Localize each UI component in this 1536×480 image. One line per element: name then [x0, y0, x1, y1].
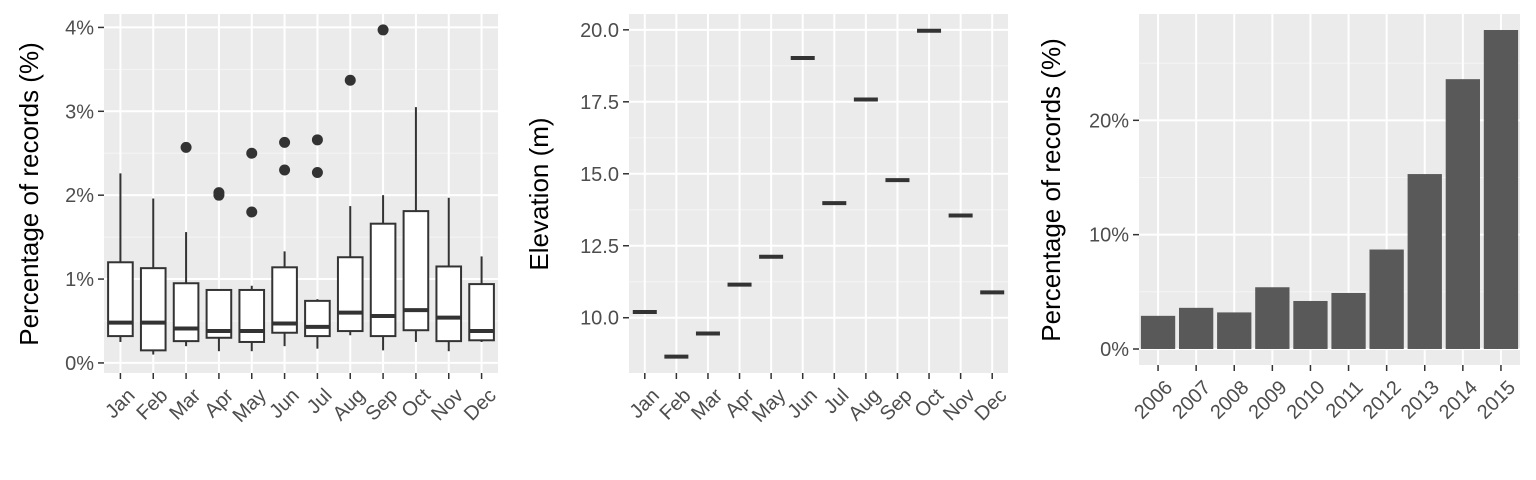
bar — [1483, 30, 1519, 349]
x-tick-label: 2010 — [1283, 377, 1330, 424]
y-tick-label: 2% — [65, 185, 94, 207]
bar — [1293, 300, 1328, 349]
box — [107, 261, 134, 338]
x-tick-label: 2009 — [1244, 377, 1291, 424]
panel-background — [629, 14, 1008, 373]
bar — [1369, 249, 1404, 349]
x-tick-label: Aug — [844, 385, 885, 426]
panel-background — [104, 14, 498, 373]
y-axis-title: Percentage of records (%) — [14, 42, 44, 345]
x-tick-label: Dec — [460, 385, 501, 426]
box — [139, 267, 167, 352]
x-tick-label: Jan — [626, 385, 664, 423]
y-tick-label: 12.5 — [580, 236, 619, 258]
x-tick-label: 2006 — [1130, 377, 1177, 424]
bar — [1407, 174, 1442, 349]
chart-panel-3: 0% 10% 20% 20062007200820092010201120122013… — [1036, 14, 1520, 424]
outlier-point — [377, 24, 389, 36]
x-tick-label: 2011 — [1322, 377, 1368, 423]
y-tick-label: 4% — [65, 17, 94, 39]
x-tick-label: Mar — [165, 384, 205, 424]
y-tick-label: 17.5 — [580, 92, 619, 114]
y-tick-label: 15.0 — [580, 164, 619, 186]
y-tick-label: 10% — [1089, 225, 1129, 247]
x-tick-label: 2008 — [1206, 377, 1253, 424]
x-tick-label: Jun — [783, 385, 821, 423]
outlier-point — [279, 136, 291, 148]
x-tick-label: Nov — [939, 385, 980, 426]
outlier-point — [279, 164, 291, 176]
box — [402, 210, 430, 332]
outlier-point — [311, 134, 323, 146]
x-tick-label: 2015 — [1473, 377, 1520, 424]
x-tick-label: Oct — [397, 384, 435, 422]
x-tick-label: May — [229, 385, 271, 427]
x-tick-label: 2007 — [1168, 377, 1215, 424]
x-tick-label: Dec — [971, 385, 1012, 426]
outlier-point — [344, 74, 356, 86]
y-tick-label: 0% — [1100, 339, 1129, 361]
box — [238, 288, 266, 343]
outlier-point — [180, 141, 192, 153]
y-tick-label: 0% — [65, 353, 94, 375]
outlier-point — [246, 147, 258, 159]
y-tick-label: 20% — [1089, 110, 1129, 132]
x-tick-label: Aug — [329, 385, 370, 426]
bar — [1140, 315, 1176, 349]
x-tick-label: Oct — [911, 384, 949, 422]
outlier-point — [246, 206, 258, 218]
y-tick-label: 3% — [65, 101, 94, 123]
x-tick-label: 2013 — [1397, 377, 1444, 424]
x-tick-label: Feb — [656, 385, 696, 425]
y-tick-label: 10.0 — [580, 308, 619, 330]
x-tick-label: Sep — [362, 385, 403, 426]
box — [369, 222, 397, 338]
x-tick-label: 2014 — [1435, 377, 1482, 424]
x-tick-label: Jan — [101, 385, 139, 423]
y-axis-title: Elevation (m) — [524, 117, 554, 270]
box — [336, 256, 364, 333]
bar — [1331, 292, 1366, 349]
outlier-point — [311, 167, 323, 179]
x-tick-label: Nov — [427, 385, 468, 426]
x-tick-label: 2012 — [1359, 377, 1406, 424]
x-tick-label: Feb — [132, 385, 172, 425]
chart-panel-2: 10.012.515.017.520.0JanFebMarAprMayJunJu… — [524, 14, 1011, 427]
y-tick-label: 1% — [65, 269, 94, 291]
x-tick-label: Mar — [687, 384, 727, 424]
box — [435, 265, 463, 343]
box — [172, 282, 200, 343]
x-tick-label: Sep — [876, 385, 917, 426]
bar — [1255, 287, 1290, 349]
outlier-point — [213, 187, 225, 199]
box — [304, 299, 331, 338]
y-tick-label: 20.0 — [580, 20, 619, 42]
bar — [1445, 79, 1480, 349]
bar — [1217, 312, 1252, 349]
x-tick-label: Jun — [265, 385, 303, 423]
y-axis-title: Percentage of records (%) — [1036, 38, 1066, 341]
bar — [1179, 307, 1214, 349]
